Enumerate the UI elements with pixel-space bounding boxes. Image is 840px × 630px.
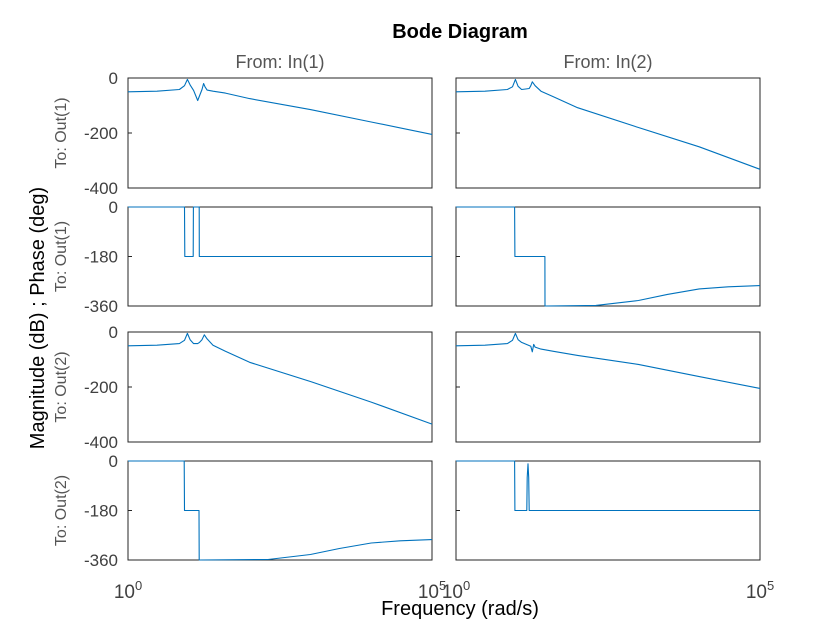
y-tick-r2-0: 0 <box>109 323 118 342</box>
response-curve-r2-c0 <box>127 332 433 425</box>
response-curve-r1-c0 <box>128 206 432 258</box>
chart-title: Bode Diagram <box>392 21 528 43</box>
row-label-4: To: Out(2) <box>53 475 70 546</box>
row-label-3: To: Out(2) <box>53 351 70 422</box>
axes-r0-c0 <box>127 77 433 189</box>
axes-frames <box>127 77 761 561</box>
y-tick-r0-1: -200 <box>84 124 118 143</box>
y-axis-label: Magnitude (dB) ; Phase (deg) <box>27 187 49 449</box>
x-tick-c1-0: 100 <box>442 578 470 603</box>
y-tick-r1-0: 0 <box>109 198 118 217</box>
column-label-2: From: In(2) <box>563 52 652 72</box>
y-tick-r3-0: 0 <box>109 452 118 471</box>
row-label-2: To: Out(1) <box>53 221 70 292</box>
response-curve-r2-c1 <box>455 332 761 389</box>
y-tick-r1-2: -360 <box>84 297 118 316</box>
response-curve-r1-c1 <box>456 206 761 307</box>
response-curve-r0-c1 <box>455 78 761 170</box>
plot-curves <box>127 78 761 561</box>
y-tick-r3-1: -180 <box>84 502 118 521</box>
axes-r3-c0 <box>127 460 433 561</box>
y-tick-r3-2: -360 <box>84 551 118 570</box>
y-tick-r0-0: 0 <box>109 69 118 88</box>
y-tick-r2-1: -200 <box>84 378 118 397</box>
axes-r0-c1 <box>455 77 761 189</box>
response-curve-r0-c0 <box>127 78 433 135</box>
y-tick-r1-1: -180 <box>84 248 118 267</box>
axes-r2-c0 <box>127 331 433 443</box>
x-tick-c0-1: 105 <box>418 578 446 603</box>
x-tick-c1-1: 105 <box>746 578 774 603</box>
response-curve-r3-c0 <box>128 460 433 561</box>
axis-labels: From: In(1) From: In(2) To: Out(1) 0 -200 -40… <box>53 52 774 603</box>
x-tick-c0-0: 100 <box>114 578 142 603</box>
x-axis-label: Frequency (rad/s) <box>381 598 539 620</box>
row-label-1: To: Out(1) <box>53 97 70 168</box>
axes-r1-c1 <box>455 206 761 307</box>
y-tick-r2-2: -400 <box>84 433 118 452</box>
column-label-1: From: In(1) <box>235 52 324 72</box>
response-curve-r3-c1 <box>456 460 760 512</box>
axes-r2-c1 <box>455 331 761 443</box>
y-tick-r0-2: -400 <box>84 179 118 198</box>
